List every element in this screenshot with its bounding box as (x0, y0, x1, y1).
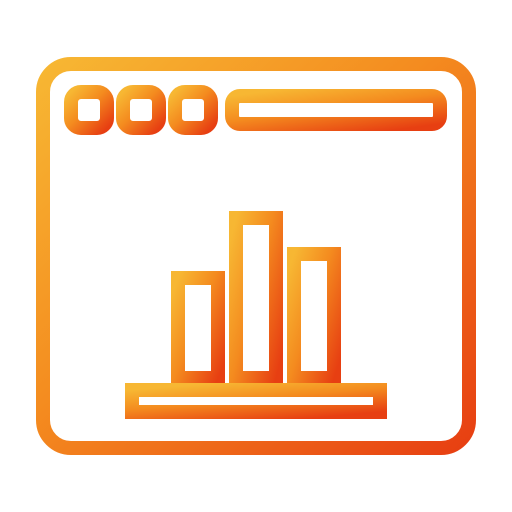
chart-baseline (132, 390, 380, 412)
chart-bar-3 (294, 254, 334, 378)
chart-bar-1 (178, 278, 218, 378)
chart-bar-2 (236, 218, 276, 378)
browser-analytics-icon (0, 0, 512, 512)
window-control-3-icon (175, 92, 211, 128)
window-control-1-icon (71, 92, 107, 128)
address-bar (232, 96, 440, 124)
window-control-2-icon (123, 92, 159, 128)
